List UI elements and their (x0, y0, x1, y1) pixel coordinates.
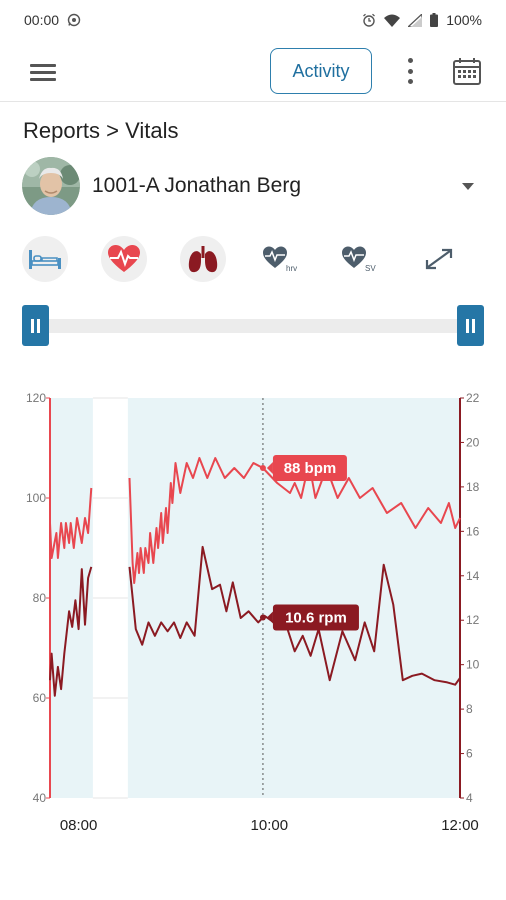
vitals-chart-svg[interactable]: 40 60 80 100 120 4 6 8 10 12 14 16 18 20 22 08:00 10:00 1… (0, 380, 506, 840)
right-tick-label: 16 (466, 524, 480, 538)
chevron-down-icon[interactable] (462, 182, 474, 190)
alarm-icon (363, 13, 376, 27)
heart-rate-tooltip-label: 88 bpm (284, 460, 337, 477)
heart-rate-line-segment-1 (49, 487, 93, 559)
heart-rate-tooltip (272, 455, 347, 481)
lungs-icon[interactable] (180, 236, 226, 282)
right-tick-label: 14 (466, 569, 480, 583)
heart-rate-line-segment-2 (128, 457, 461, 584)
activity-button[interactable]: Activity (270, 48, 372, 94)
battery-icon (430, 13, 439, 27)
respiration-tooltip (272, 604, 359, 631)
left-tick-label: 40 (33, 791, 47, 805)
range-end-handle[interactable] (457, 305, 484, 346)
left-tick-label: 80 (33, 591, 47, 605)
expand-icon[interactable] (416, 236, 462, 282)
right-tick-label: 6 (466, 747, 473, 761)
status-right: 100% (362, 12, 482, 28)
patient-selector[interactable]: 1001-A Jonathan Berg (22, 157, 484, 215)
right-tick-label: 18 (466, 480, 480, 494)
whatsapp-icon (67, 13, 81, 27)
bed-icon[interactable] (22, 236, 68, 282)
respiration-tooltip-label: 10.6 rpm (285, 609, 347, 626)
respiration-marker (259, 614, 266, 621)
vitals-chart[interactable]: 40 60 80 100 120 4 6 8 10 12 14 16 18 20 22 08:00 10:00 1… (0, 380, 506, 840)
range-track[interactable] (42, 319, 464, 333)
respiration-tooltip-pointer (266, 611, 273, 624)
status-left: 00:00 (24, 12, 81, 28)
right-tick-label: 8 (466, 702, 473, 716)
range-start-handle[interactable] (22, 305, 49, 346)
hrv-icon[interactable]: hrv (259, 236, 305, 282)
status-time: 00:00 (24, 12, 60, 28)
wifi-icon (384, 14, 401, 27)
left-tick-label: 100 (26, 491, 46, 505)
left-tick-label: 120 (26, 391, 46, 405)
status-bar: 00:00 100% (0, 0, 506, 40)
time-range-slider[interactable] (22, 305, 484, 347)
hrv-label: hrv (286, 264, 297, 273)
x-tick-label: 12:00 (441, 817, 479, 834)
right-tick-label: 4 (466, 791, 473, 805)
sv-icon[interactable]: SV (338, 236, 384, 282)
calendar-icon[interactable] (452, 56, 482, 86)
respiration-line-segment-1 (49, 566, 93, 697)
right-tick-label: 22 (466, 391, 480, 405)
breadcrumb: Reports > Vitals (23, 118, 179, 143)
x-tick-label: 08:00 (60, 817, 98, 834)
left-tick-label: 60 (33, 691, 47, 705)
x-tick-label: 10:00 (251, 817, 289, 834)
battery-percentage: 100% (446, 12, 482, 28)
signal-icon (408, 13, 423, 27)
more-vert-icon[interactable] (400, 54, 420, 88)
heart-rate-tooltip-pointer (266, 462, 273, 474)
right-tick-label: 20 (466, 435, 480, 449)
heart-rate-icon[interactable] (101, 236, 147, 282)
right-tick-label: 12 (466, 613, 480, 627)
menu-icon[interactable] (30, 60, 60, 84)
patient-name: 1001-A Jonathan Berg (92, 174, 301, 197)
heart-rate-marker (259, 465, 266, 471)
right-tick-label: 10 (466, 658, 480, 672)
vital-tabs: hrv SV (0, 236, 506, 284)
patient-photo (22, 157, 80, 215)
sv-label: SV (365, 264, 376, 273)
app-bar: Activity (0, 40, 506, 102)
